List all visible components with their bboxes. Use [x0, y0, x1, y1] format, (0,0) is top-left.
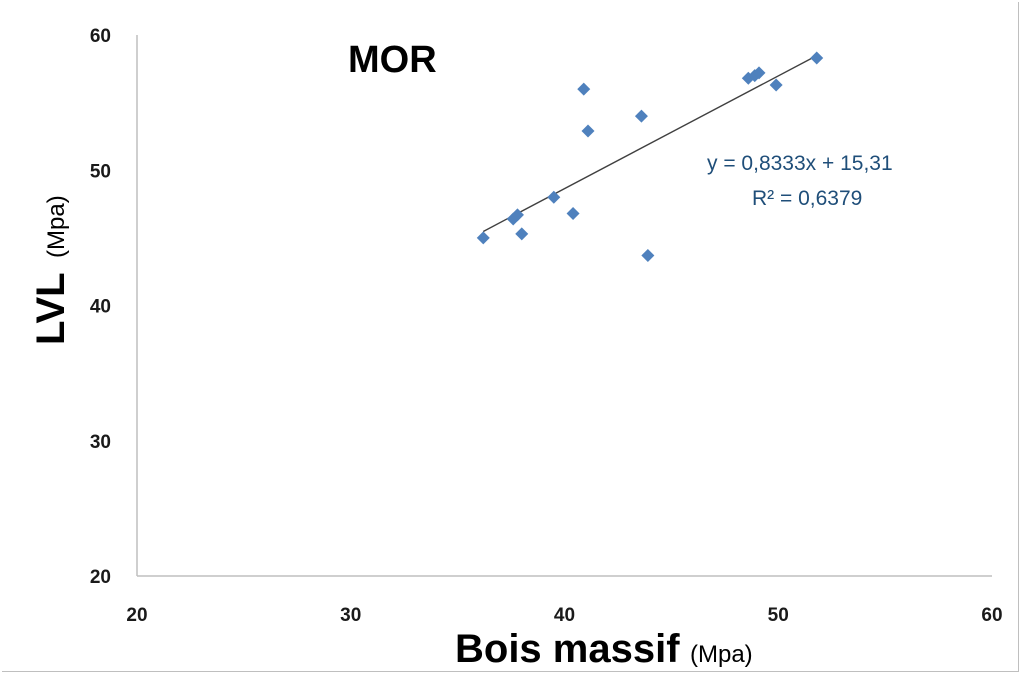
data-point — [515, 227, 529, 241]
x-axis-label-unit: (Mpa) — [690, 641, 753, 668]
y-tick-label: 50 — [90, 161, 111, 182]
y-axis-label-main: LVL — [29, 272, 73, 345]
data-point — [566, 207, 580, 221]
y-tick-label: 30 — [90, 432, 111, 453]
chart-title: MOR — [348, 39, 437, 81]
data-point — [752, 66, 766, 80]
x-tick-label: 40 — [554, 605, 575, 626]
data-point — [577, 82, 591, 96]
y-tick-label: 40 — [90, 297, 111, 318]
data-points — [476, 51, 824, 262]
data-point — [547, 190, 561, 204]
trendline-r2: R² = 0,6379 — [752, 187, 862, 210]
data-point — [581, 124, 595, 138]
axes — [136, 35, 992, 577]
data-point — [641, 248, 655, 262]
data-point — [510, 208, 524, 222]
x-axis-label-main: Bois massif — [455, 627, 680, 671]
data-point — [476, 231, 490, 245]
x-tick-labels: 20 30 40 50 60 — [126, 605, 1002, 626]
data-point — [634, 109, 648, 123]
y-axis-label: LVL (Mpa) — [29, 195, 73, 345]
x-tick-label: 50 — [768, 605, 789, 626]
x-tick-label: 30 — [340, 605, 361, 626]
y-tick-label: 20 — [90, 567, 111, 588]
trendline-equation: y = 0,8333x + 15,31 — [707, 152, 893, 175]
y-tick-label: 60 — [90, 26, 111, 47]
trendline — [482, 55, 818, 233]
data-point — [810, 51, 824, 65]
x-tick-label: 60 — [981, 605, 1002, 626]
data-point — [769, 78, 783, 92]
y-tick-labels: 20 30 40 50 60 — [90, 26, 111, 588]
x-axis-label: Bois massif (Mpa) — [455, 627, 753, 671]
x-tick-label: 20 — [126, 605, 147, 626]
y-axis-label-unit: (Mpa) — [43, 195, 70, 258]
trendline-group — [482, 55, 818, 233]
